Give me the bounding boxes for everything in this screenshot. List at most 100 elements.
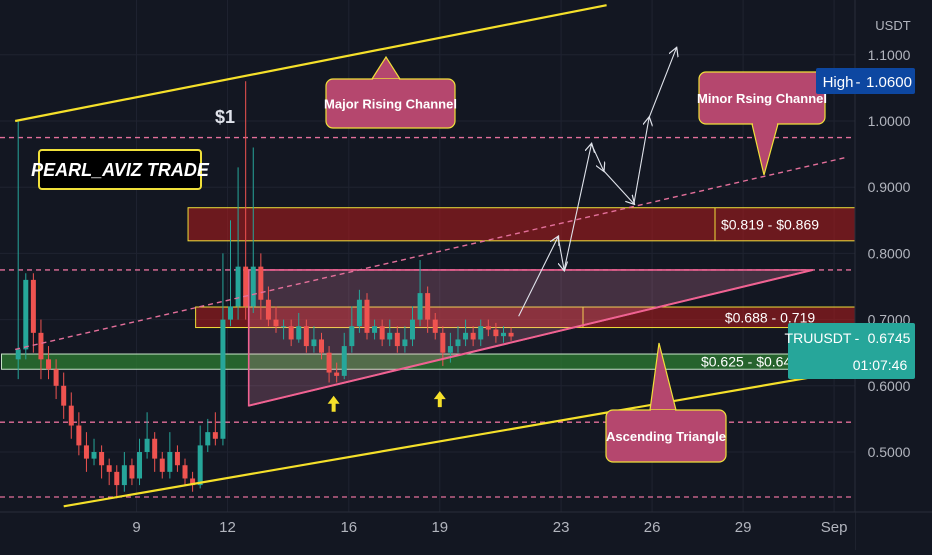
- candle-body: [228, 306, 234, 320]
- callout-joint: [373, 79, 399, 82]
- candle-body: [137, 452, 143, 479]
- candle-body: [455, 339, 461, 347]
- candle-body: [334, 372, 340, 376]
- candle-body: [296, 326, 302, 340]
- candle-body: [311, 339, 317, 347]
- candle-body: [15, 349, 21, 360]
- logo-text: PEARL_AVIZ TRADE: [31, 160, 210, 180]
- candle-body: [106, 465, 112, 472]
- candle-body: [394, 332, 400, 347]
- candle-body: [265, 299, 271, 320]
- candle-body: [364, 299, 370, 333]
- candle-body: [91, 452, 97, 459]
- candle-body: [341, 346, 347, 376]
- last-symbol: TRUUSDT: [785, 330, 852, 346]
- time-tick-label: 16: [340, 519, 357, 536]
- zone-box: [187, 207, 856, 242]
- callout-label: Ascending Triangle: [606, 429, 726, 444]
- candle-body: [485, 326, 491, 330]
- price-tick-label: 0.8000: [868, 245, 911, 261]
- candle-body: [493, 329, 499, 337]
- candle-body: [372, 326, 378, 333]
- candle-body: [205, 432, 211, 446]
- candle-body: [144, 438, 150, 452]
- channel-lines: [14, 4, 847, 508]
- candle-body: [235, 266, 241, 307]
- high-label: High: [823, 74, 854, 91]
- candle-body: [409, 319, 415, 340]
- up-arrow-icon: [433, 391, 446, 408]
- candle-body: [121, 465, 127, 486]
- candle-body: [470, 332, 476, 340]
- last-price-tag: TRUUSDT - 0.6745 01:07:46: [785, 323, 915, 379]
- candle-body: [379, 326, 385, 340]
- time-axis[interactable]: 9 12 16 19 23 26 29 Sep: [0, 511, 932, 550]
- candles: [15, 81, 514, 499]
- high-tag: High - 1.0600: [816, 68, 915, 94]
- candle-body: [508, 332, 514, 337]
- callout-label: Minor Rsing Channel: [697, 91, 827, 106]
- logo-badge: PEARL_AVIZ TRADE: [31, 149, 210, 190]
- candle-body: [303, 326, 309, 347]
- candle-body: [46, 359, 52, 370]
- candle-body: [273, 319, 279, 327]
- candle-body: [38, 332, 44, 360]
- candle-body: [99, 452, 105, 466]
- projection-segment: [563, 144, 591, 271]
- candle-body: [250, 266, 256, 307]
- candle-body: [288, 326, 294, 340]
- candle-body: [425, 293, 431, 320]
- price-tick-label: 1.1000: [868, 47, 911, 63]
- peak-label: $1: [215, 107, 235, 127]
- candle-body: [129, 465, 135, 479]
- zone-label: $0.819 - $0.869: [721, 216, 819, 232]
- time-tick-label: 19: [431, 519, 448, 536]
- candle-body: [76, 425, 82, 446]
- projection-segment: [557, 236, 564, 270]
- price-tick-label: 1.0000: [868, 113, 911, 129]
- last-dash: -: [855, 330, 860, 346]
- candle-body: [463, 332, 469, 340]
- candle-body: [190, 478, 196, 486]
- candle-body: [53, 369, 59, 386]
- time-tick-label: Sep: [821, 519, 848, 536]
- time-tick-label: 23: [553, 519, 570, 536]
- candle-body: [440, 332, 446, 353]
- projection-segment: [590, 143, 603, 170]
- candle-body: [417, 293, 423, 320]
- triangle-support: [248, 268, 814, 407]
- bar-countdown: 01:07:46: [853, 357, 908, 373]
- callout-label: Major Rising Channel: [324, 97, 457, 112]
- candle-body: [83, 445, 89, 459]
- candle-body: [114, 471, 120, 486]
- currency-label: USDT: [875, 18, 910, 33]
- candle-body: [159, 458, 165, 472]
- candle-body: [152, 438, 158, 459]
- candle-body: [243, 266, 249, 307]
- projection-path: [518, 48, 677, 317]
- time-tick-label: 26: [644, 519, 661, 536]
- time-tick-label: 29: [735, 519, 752, 536]
- bounce-arrows: [327, 391, 446, 412]
- last-price: 0.6745: [868, 330, 911, 346]
- candle-body: [220, 319, 226, 439]
- candle-body: [432, 319, 438, 333]
- candle-body: [356, 299, 362, 327]
- major-channel-lower: [63, 370, 847, 508]
- candle-body: [402, 339, 408, 347]
- high-dash: -: [856, 74, 861, 91]
- candle-body: [30, 279, 36, 333]
- price-tick-label: 0.5000: [868, 444, 911, 460]
- candle-body: [182, 465, 188, 479]
- candle-body: [174, 452, 180, 466]
- time-tick-label: 12: [219, 519, 236, 536]
- price-tick-label: 0.6000: [868, 378, 911, 394]
- callouts: Major Rising Channel Minor Rsing Channel A…: [324, 55, 827, 463]
- zone-label: $0.625 - $0.648: [701, 354, 799, 370]
- candle-body: [23, 279, 29, 350]
- up-arrow-icon: [327, 395, 340, 412]
- projection-segment: [648, 48, 676, 118]
- minor-channel-line: [15, 156, 847, 351]
